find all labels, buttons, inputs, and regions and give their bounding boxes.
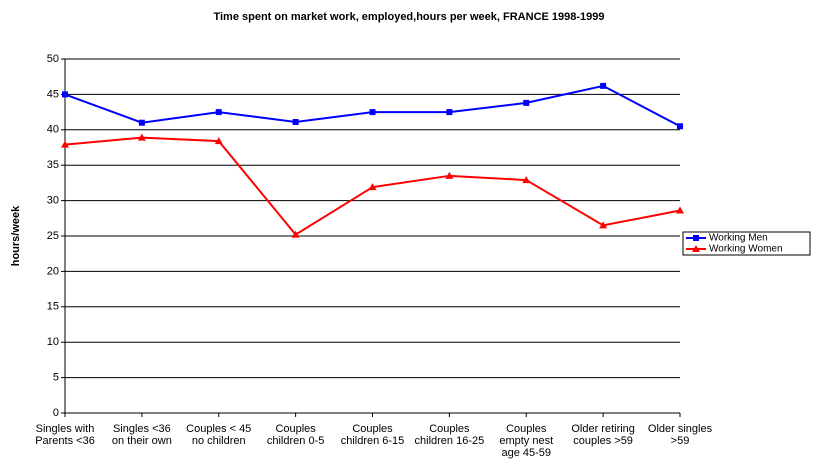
x-tick-label: Singles <36 on their own — [111, 423, 172, 447]
data-point — [369, 109, 376, 116]
y-tick-label: 25 — [47, 230, 59, 242]
data-point — [215, 109, 222, 116]
data-point — [600, 82, 607, 89]
legend-marker — [692, 245, 700, 252]
x-tick-label: Older retiring couples >59 — [571, 423, 635, 447]
data-point — [445, 171, 454, 179]
x-tick-label: Couples empty nest age 45-59 — [499, 423, 554, 459]
y-tick-label: 35 — [47, 159, 59, 171]
y-tick-label: 40 — [47, 124, 59, 136]
data-point — [291, 230, 300, 238]
data-point — [522, 176, 531, 184]
legend-label: Working Women — [709, 244, 783, 255]
y-tick-label: 30 — [47, 195, 59, 207]
data-point — [214, 137, 223, 145]
y-tick-label: 10 — [47, 336, 59, 348]
data-point — [138, 119, 145, 126]
data-point — [599, 221, 608, 229]
x-tick-label: Singles with Parents <36 — [35, 423, 95, 447]
y-tick-label: 45 — [47, 88, 59, 100]
legend-label: Working Men — [709, 233, 768, 244]
x-tick-label: Couples children 16-25 — [414, 423, 485, 447]
legend-box — [682, 231, 811, 256]
data-point — [137, 133, 146, 141]
y-tick-label: 20 — [47, 265, 59, 277]
data-point — [446, 109, 453, 116]
data-point — [676, 206, 684, 214]
legend-marker — [693, 235, 699, 241]
x-tick-label: Couples children 0-5 — [266, 423, 325, 447]
x-tick-label: Couples children 6-15 — [340, 423, 405, 447]
y-tick-label: 0 — [53, 407, 59, 419]
x-tick-label: Older singles >59 — [647, 423, 713, 447]
series-line — [64, 84, 681, 128]
data-point — [677, 123, 683, 130]
y-tick-label: 50 — [47, 53, 59, 65]
y-tick-label: 5 — [53, 372, 59, 384]
data-point — [292, 119, 299, 126]
data-point — [61, 140, 69, 148]
y-axis-label: hours/week — [10, 205, 22, 266]
y-tick-label: 15 — [47, 301, 59, 313]
data-point — [523, 99, 530, 106]
data-point — [62, 91, 68, 98]
data-point — [368, 183, 377, 191]
x-tick-label: Couples < 45 no children — [186, 423, 252, 447]
chart-title: Time spent on market work, employed,hour… — [213, 11, 604, 23]
